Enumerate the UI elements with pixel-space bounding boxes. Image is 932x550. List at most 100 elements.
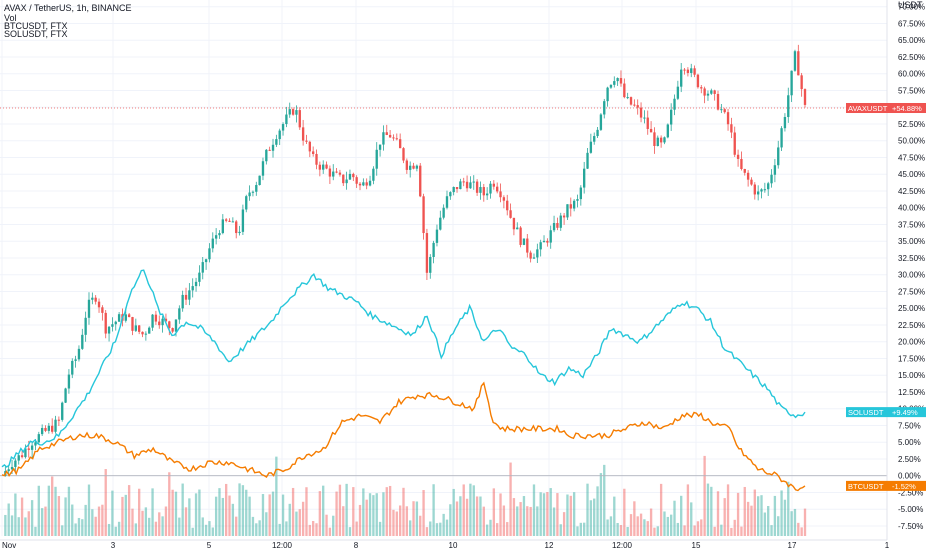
candle-body — [382, 132, 385, 145]
candle-body — [81, 334, 84, 349]
candle-body — [127, 314, 131, 318]
candle-body — [342, 174, 345, 184]
x-tick-label: 3 — [111, 541, 116, 550]
series-tags: AVAXUSDT +54.88% SOLUSDT +9.49% BTCUSDT -1.52… — [846, 103, 926, 491]
volume-bar — [151, 488, 154, 536]
candle-body — [311, 151, 315, 154]
candle-body — [372, 168, 375, 181]
candle-body — [241, 209, 245, 232]
volume-bar — [382, 492, 385, 536]
candle-body — [619, 78, 623, 84]
time-axis[interactable]: Nov 3 5 12:00 8 10 12 12:00 15 17 1 — [0, 539, 890, 550]
volume-bar — [649, 508, 653, 536]
volume-bar — [164, 506, 168, 536]
candle-body — [191, 286, 194, 291]
candle-body — [104, 312, 107, 334]
volume-bar — [144, 507, 148, 536]
candle-body — [47, 425, 51, 431]
compare-sol-legend[interactable]: SOLUSDT, FTX — [4, 29, 68, 39]
volume-bar — [435, 523, 439, 536]
volume-bar — [616, 523, 619, 536]
volume-bar — [710, 486, 713, 536]
volume-bar — [693, 525, 696, 536]
candle-body — [472, 181, 475, 183]
volume-bar — [609, 516, 613, 536]
volume-bar — [593, 498, 596, 536]
y-tick-label: 45.00% — [898, 170, 925, 179]
volume-bar — [409, 520, 412, 536]
volume-bar — [633, 501, 636, 536]
candle-body — [536, 249, 539, 258]
volume-bar — [87, 484, 91, 536]
volume-bar — [224, 483, 228, 536]
volume-bar — [114, 526, 117, 536]
volume-bar — [171, 489, 174, 536]
volume-bar — [579, 522, 583, 536]
candle-body — [777, 147, 780, 166]
y-tick-label: 60.00% — [898, 70, 925, 79]
volume-bar — [325, 514, 328, 536]
volume-bar — [522, 496, 526, 536]
candle-body — [449, 192, 452, 197]
candle-body — [482, 187, 485, 196]
candle-body — [238, 231, 241, 234]
candle-body — [767, 183, 770, 190]
volume-bar — [623, 488, 626, 536]
candle-body — [362, 182, 365, 186]
volume-bar — [54, 486, 57, 536]
symbol-title[interactable]: AVAX / TetherUS, 1h, BINANCE — [4, 3, 132, 13]
candle-body — [552, 222, 556, 231]
volume-bar — [238, 483, 241, 536]
candle-body — [174, 319, 178, 332]
candle-body — [144, 333, 148, 335]
volume-bar — [311, 521, 315, 536]
volume-bar — [121, 496, 124, 536]
volume-bar — [211, 527, 214, 536]
y-tick-label: 15.00% — [898, 371, 925, 380]
volume-bar — [342, 506, 345, 536]
axis-unit-label: USDT — [898, 0, 923, 10]
volume-bar — [332, 515, 335, 536]
btc-line-series — [1, 381, 806, 492]
candle-body — [425, 233, 429, 273]
candle-body — [111, 324, 114, 327]
volume-bar — [127, 485, 131, 536]
volume-bar — [74, 523, 77, 536]
candle-body — [646, 117, 649, 129]
y-tick-label: 0.00% — [898, 472, 921, 481]
volume-bar — [20, 497, 24, 536]
volume-bar — [462, 484, 465, 536]
candle-body — [452, 187, 455, 193]
volume-bar — [412, 501, 415, 536]
volume-bar — [84, 504, 87, 536]
btc-tag-name: BTCUSDT — [848, 482, 884, 491]
volume-bar — [201, 517, 204, 536]
candle-body — [194, 281, 198, 287]
candle-body — [268, 149, 271, 151]
candle-body — [412, 165, 415, 169]
candle-body — [589, 141, 593, 153]
volume-legend[interactable]: Vol — [4, 13, 17, 23]
candle-body — [763, 189, 767, 191]
compare-btc-legend[interactable]: BTCUSDT, FTX — [4, 21, 68, 31]
volume-bar — [405, 506, 409, 536]
candle-body — [295, 110, 298, 115]
candle-body — [345, 179, 348, 184]
candle-body — [77, 348, 81, 360]
volume-bar — [572, 492, 576, 536]
candle-body — [713, 90, 716, 94]
candle-body — [469, 182, 472, 189]
candle-body — [663, 137, 666, 143]
volume-bar — [107, 523, 111, 536]
volume-bar — [117, 521, 121, 536]
volume-bar — [730, 527, 733, 536]
volume-bar — [10, 515, 14, 536]
candle-body — [636, 105, 639, 108]
volume-bar — [161, 516, 164, 536]
volume-bar — [67, 486, 71, 536]
volume-bar — [308, 524, 311, 536]
volume-bar — [753, 489, 756, 536]
candle-body — [649, 128, 653, 133]
